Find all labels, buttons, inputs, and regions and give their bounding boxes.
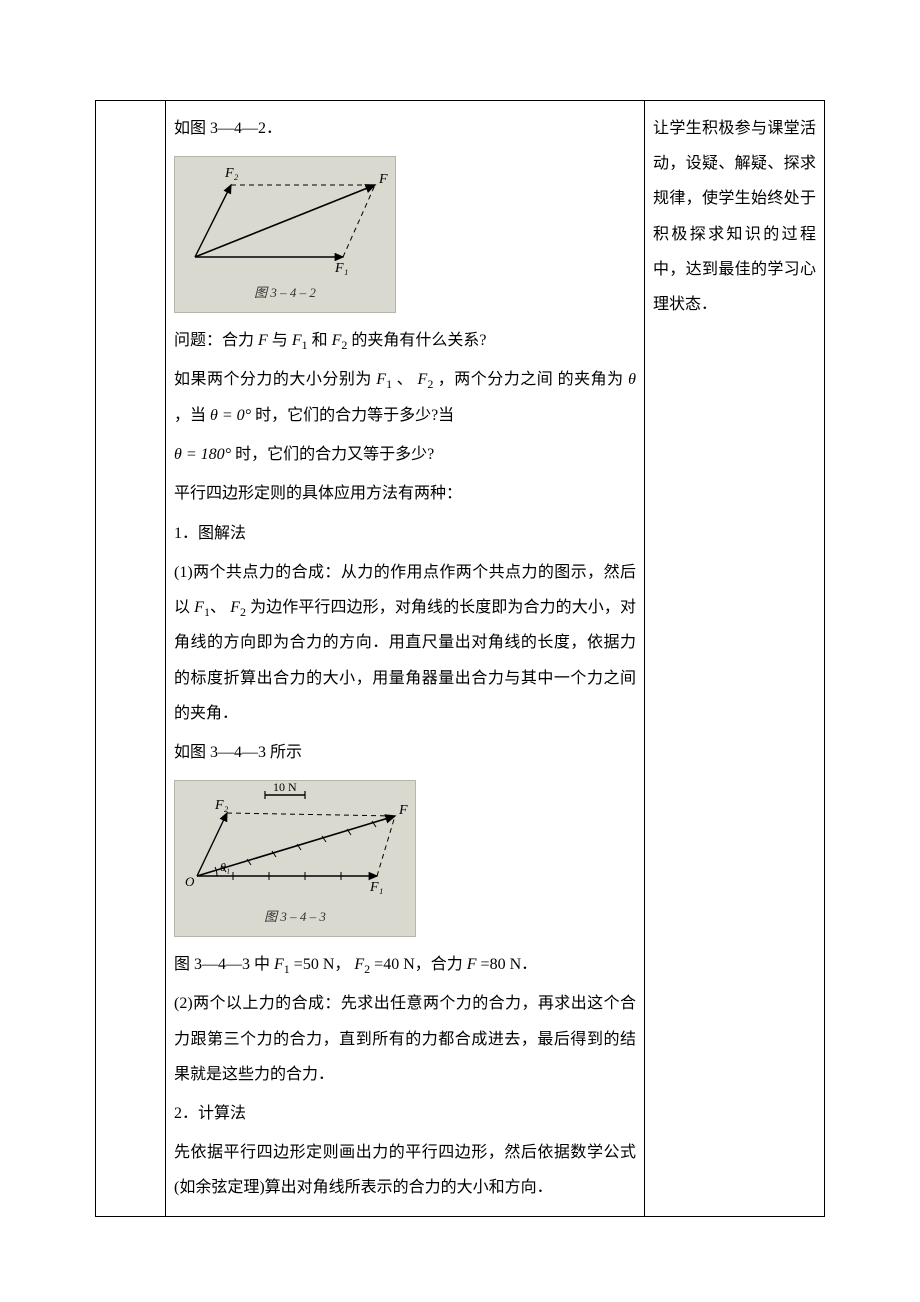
f2d-Fv: =80 N． xyxy=(481,956,538,973)
left-col xyxy=(96,101,166,1217)
para-methods: 平行四边形定则的具体应用方法有两种： xyxy=(174,476,636,511)
parallelogram-diagram-icon: F₂ F F₁ xyxy=(175,157,395,277)
q2-F2: F xyxy=(418,371,428,388)
para-question-3: θ = 180° 时，它们的合力又等于多少? xyxy=(174,437,636,472)
q2-e: ，当 xyxy=(174,407,210,424)
sec1-p1-F2: F xyxy=(230,599,240,616)
sec1-p1-F1-sub: 1 xyxy=(204,605,210,619)
f2d-F1: F xyxy=(274,956,284,973)
q2-c: ，两个分力之间 xyxy=(438,371,553,388)
para-question-1: 问题：合力 F 与 F1 和 F2 的夹角有什么关系? xyxy=(174,323,636,359)
figure-3-4-2: F₂ F F₁ 图 3 – 4 – 2 xyxy=(174,156,396,313)
q1-and: 和 xyxy=(312,332,332,349)
para-fig2-data: 图 3—4—3 中 F1 =50 N， F2 =40 N，合力 F =80 N． xyxy=(174,947,636,983)
q3-g: 时，它们的合力又等于多少? xyxy=(235,446,434,463)
q1-mid1: 与 xyxy=(272,332,288,349)
f2d-F2-sub: 2 xyxy=(364,962,370,976)
q2-F1: F xyxy=(376,371,386,388)
content-col: 如图 3—4—2． F₂ F F₁ 图 3 – 4 – 2 问题：合力 F 与 xyxy=(166,101,645,1217)
f2d-F1v: =50 N， xyxy=(294,956,351,973)
svg-text:F₂: F₂ xyxy=(214,798,229,813)
q2-eq0: θ = 0° xyxy=(210,407,251,424)
sec1-title: 1．图解法 xyxy=(174,516,636,551)
svg-text:10 N: 10 N xyxy=(273,781,297,794)
sec1-p1-F2-sub: 2 xyxy=(240,605,246,619)
svg-text:F₁: F₁ xyxy=(334,261,348,276)
f2d-F2: F xyxy=(354,956,364,973)
notes-p1: 让学生积极参与课堂活动，设疑、解疑、探求规律，使学生始终处于积极探求知识的过程中… xyxy=(653,111,816,322)
q1-sub2: 2 xyxy=(341,338,347,352)
page: 如图 3—4—2． F₂ F F₁ 图 3 – 4 – 2 问题：合力 F 与 xyxy=(0,0,920,1302)
q2-b: 、 xyxy=(397,371,413,388)
q1-sub1: 1 xyxy=(302,338,308,352)
f2d-F1-sub: 1 xyxy=(284,962,290,976)
svg-text:θ₁: θ₁ xyxy=(220,860,230,874)
sec2-title: 2．计算法 xyxy=(174,1096,636,1131)
q1-tail: 的夹角有什么关系? xyxy=(351,332,486,349)
svg-text:F₁: F₁ xyxy=(369,880,383,895)
svg-text:O: O xyxy=(185,874,195,889)
q1-F: F xyxy=(258,332,268,349)
svg-text:F₂: F₂ xyxy=(224,166,239,181)
para-intro: 如图 3—4—2． xyxy=(174,111,636,146)
q2-theta: θ xyxy=(628,371,636,388)
sec1-p1-F1: F xyxy=(194,599,204,616)
f2d-F2v: =40 N，合力 xyxy=(374,956,467,973)
q2-d: 的夹角为 xyxy=(558,371,628,388)
q2-a: 如果两个分力的大小分别为 xyxy=(174,371,376,388)
para-question-2: 如果两个分力的大小分别为 F1 、 F2 ，两个分力之间 的夹角为 θ ，当 θ… xyxy=(174,362,636,433)
figure-3-4-2-caption: 图 3 – 4 – 2 xyxy=(175,277,395,312)
sec1-p2: (2)两个以上力的合成：先求出任意两个力的合力，再求出这个合力跟第三个力的合力，… xyxy=(174,986,636,1092)
main-table: 如图 3—4—2． F₂ F F₁ 图 3 – 4 – 2 问题：合力 F 与 xyxy=(95,100,825,1217)
notes-col: 让学生积极参与课堂活动，设疑、解疑、探求规律，使学生始终处于积极探求知识的过程中… xyxy=(645,101,825,1217)
q1-prefix: 问题：合力 xyxy=(174,332,254,349)
figure-3-4-3-caption: 图 3 – 4 – 3 xyxy=(175,901,415,936)
figure-3-4-3: 10 N xyxy=(174,780,416,937)
para-asfig2: 如图 3—4—3 所示 xyxy=(174,735,636,770)
q1-F1: F xyxy=(292,332,302,349)
q1-F2: F xyxy=(332,332,342,349)
svg-text:F: F xyxy=(398,803,408,818)
q2-F2-sub: 2 xyxy=(427,378,433,392)
f2d-a: 图 3—4—3 中 xyxy=(174,956,274,973)
f2d-F: F xyxy=(467,956,477,973)
svg-text:F: F xyxy=(378,172,388,187)
sec2-p1: 先依据平行四边形定则画出力的平行四边形，然后依据数学公式(如余弦定理)算出对角线… xyxy=(174,1135,636,1205)
q2-f: 时，它们的合力等于多少?当 xyxy=(255,407,454,424)
q3-eq180: θ = 180° xyxy=(174,446,231,463)
sec1-p1: (1)两个共点力的合成：从力的作用点作两个共点力的图示，然后以 F1、 F2 为… xyxy=(174,555,636,731)
q2-F1-sub: 1 xyxy=(386,378,392,392)
parallelogram-scale-diagram-icon: 10 N xyxy=(175,781,415,901)
